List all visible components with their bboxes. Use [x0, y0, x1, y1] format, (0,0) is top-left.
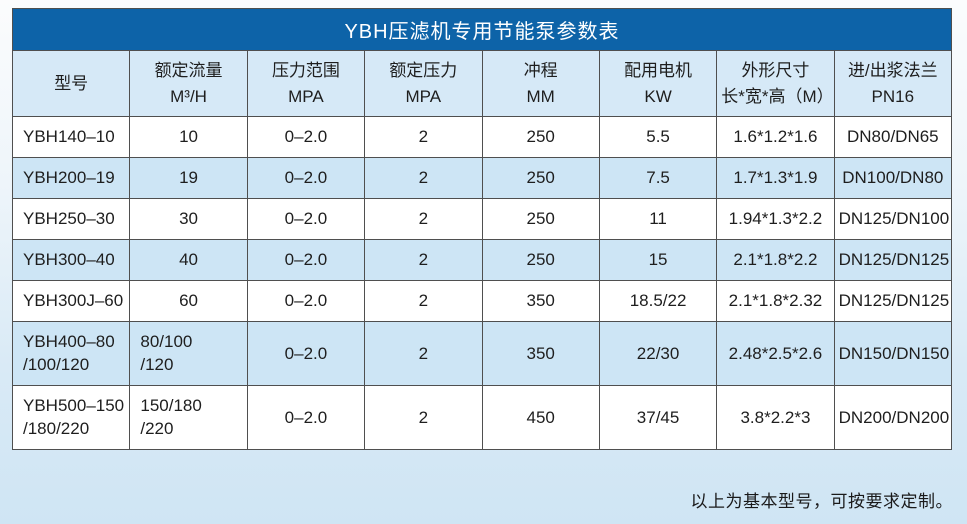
table-cell: 10	[129, 116, 248, 158]
table-cell: 0–2.0	[246, 198, 366, 240]
table-cell: 2.1*1.8*2.32	[716, 280, 835, 322]
table-cell: 19	[129, 157, 248, 199]
column-header: 配用电机 KW	[598, 50, 718, 117]
table-cell: 0–2.0	[246, 280, 366, 322]
table-cell: 0–2.0	[246, 385, 366, 450]
table-cell: 2	[364, 157, 483, 199]
table-cell: 150/180/220	[129, 385, 248, 450]
table-cell: 30	[129, 198, 248, 240]
table-cell: 37/45	[598, 385, 718, 450]
table-cell: 40	[129, 239, 248, 281]
table-cell: 60	[129, 280, 248, 322]
table-cell: 5.5	[598, 116, 718, 158]
table-cell: 2	[364, 198, 483, 240]
column-header: 型号	[11, 50, 131, 117]
table-cell: 7.5	[598, 157, 718, 199]
table-cell: 0–2.0	[246, 321, 366, 386]
table-cell: YBH140–10	[11, 116, 131, 158]
table-cell: DN125/DN125	[833, 239, 953, 281]
table-row: YBH500–150/180/220 150/180/220 0–2.0 2 450 37…	[11, 385, 953, 450]
table-cell: 2	[364, 321, 483, 386]
column-header: 冲程 MM	[481, 50, 600, 117]
table-cell: 2	[364, 385, 483, 450]
table-cell: 2	[364, 116, 483, 158]
table-cell: DN80/DN65	[833, 116, 953, 158]
table-cell: YBH250–30	[11, 198, 131, 240]
table-cell: 11	[598, 198, 718, 240]
table-cell: 0–2.0	[246, 157, 366, 199]
table-cell: YBH300J–60	[11, 280, 131, 322]
table-row: YBH400–80/100/120 80/100/120 0–2.0 2 350 22/3…	[11, 321, 953, 386]
table-row: YBH200–19 19 0–2.0 2 250 7.5 1.7*1.3*1.9 DN100/…	[11, 157, 953, 199]
table-cell: 1.6*1.2*1.6	[716, 116, 835, 158]
table-title-row: YBH压滤机专用节能泵参数表	[12, 8, 952, 51]
table-cell: 250	[481, 157, 600, 199]
table-cell: YBH300–40	[11, 239, 131, 281]
table-cell: 1.7*1.3*1.9	[716, 157, 835, 199]
table-cell: DN150/DN150	[833, 321, 953, 386]
table-title: YBH压滤机专用节能泵参数表	[12, 8, 952, 51]
table-cell: 250	[481, 239, 600, 281]
table-cell: 450	[481, 385, 600, 450]
table-cell: DN125/DN100	[833, 198, 953, 240]
table-cell: DN200/DN200	[833, 385, 953, 450]
table-head: YBH压滤机专用节能泵参数表 型号 额定流量 M³/H 压力范围 MPA 额定压力 MPA 冲…	[11, 8, 953, 117]
table-cell: DN125/DN125	[833, 280, 953, 322]
table-row: YBH300J–60 60 0–2.0 2 350 18.5/22 2.1*1.8*2.32…	[11, 280, 953, 322]
table-row: YBH300–40 40 0–2.0 2 250 15 2.1*1.8*2.2 DN125/D…	[11, 239, 953, 281]
table-cell: 22/30	[598, 321, 718, 386]
column-header: 进/出浆法兰 PN16	[833, 50, 953, 117]
table-cell: 15	[598, 239, 718, 281]
table-cell: 250	[481, 198, 600, 240]
table-cell: YBH500–150/180/220	[11, 385, 131, 450]
table-cell: 0–2.0	[246, 239, 366, 281]
table-cell: 250	[481, 116, 600, 158]
table-cell: 18.5/22	[598, 280, 718, 322]
table-cell: YBH200–19	[11, 157, 131, 199]
pump-parameters-table: YBH压滤机专用节能泵参数表 型号 额定流量 M³/H 压力范围 MPA 额定压力 MPA 冲…	[11, 8, 953, 450]
column-header: 额定压力 MPA	[364, 50, 483, 117]
column-header: 外形尺寸 长*宽*高（M）	[716, 50, 835, 117]
table-cell: DN100/DN80	[833, 157, 953, 199]
table-cell: 3.8*2.2*3	[716, 385, 835, 450]
table-row: YBH140–10 10 0–2.0 2 250 5.5 1.6*1.2*1.6 DN80/D…	[11, 116, 953, 158]
table-cell: 0–2.0	[246, 116, 366, 158]
table-cell: 2.1*1.8*2.2	[716, 239, 835, 281]
table-cell: 2	[364, 239, 483, 281]
table-cell: 2.48*2.5*2.6	[716, 321, 835, 386]
table-cell: YBH400–80/100/120	[11, 321, 131, 386]
table-body: YBH140–10 10 0–2.0 2 250 5.5 1.6*1.2*1.6 DN80/D…	[11, 116, 953, 450]
table-cell: 350	[481, 280, 600, 322]
table-row: YBH250–30 30 0–2.0 2 250 11 1.94*1.3*2.2 DN125/…	[11, 198, 953, 240]
footer-note: 以上为基本型号，可按要求定制。	[690, 492, 953, 511]
column-header: 压力范围 MPA	[246, 50, 366, 117]
table-cell: 350	[481, 321, 600, 386]
table-header-row: 型号 额定流量 M³/H 压力范围 MPA 额定压力 MPA 冲程 MM 配用电机 KW 外形尺寸 长*…	[11, 50, 953, 117]
table-cell: 1.94*1.3*2.2	[716, 198, 835, 240]
table-cell: 80/100/120	[129, 321, 248, 386]
pump-parameters-table-container: YBH压滤机专用节能泵参数表 型号 额定流量 M³/H 压力范围 MPA 额定压力 MPA 冲…	[11, 8, 953, 450]
table-cell: 2	[364, 280, 483, 322]
column-header: 额定流量 M³/H	[129, 50, 248, 117]
